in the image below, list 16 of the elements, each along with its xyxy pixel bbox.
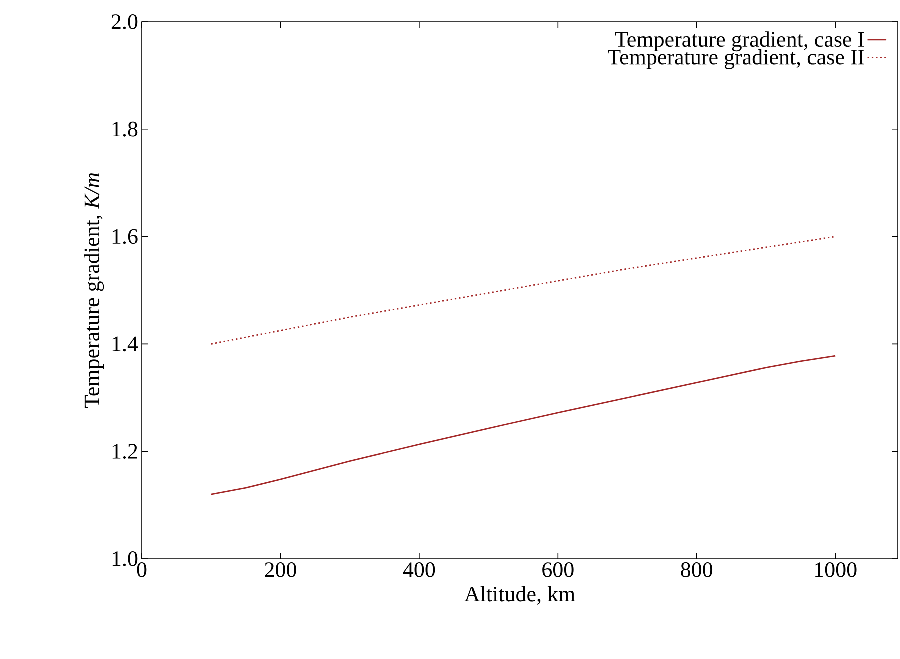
- x-tick-label: 400: [403, 562, 436, 578]
- x-tick-label: 200: [265, 562, 296, 578]
- y-tick-label: 1.0: [112, 552, 138, 566]
- x-tick-label: 1000: [816, 562, 857, 578]
- line-series: [210, 355, 836, 496]
- y-axis-title: Temperature gradient, K/m: [84, 173, 104, 408]
- y-tick-label: 1.8: [112, 122, 138, 137]
- y-tick-label: 1.2: [112, 444, 138, 460]
- y-tick-label: 2.0: [112, 14, 138, 30]
- x-tick-label: 0: [137, 562, 147, 578]
- y-tick-label: 1.6: [112, 229, 138, 244]
- x-tick-label: 600: [542, 562, 574, 578]
- x-tick-label: 800: [681, 562, 713, 578]
- line-series: [210, 236, 836, 345]
- x-axis-title: Altitude, km: [464, 586, 576, 605]
- y-tick-label: 1.4: [112, 336, 138, 352]
